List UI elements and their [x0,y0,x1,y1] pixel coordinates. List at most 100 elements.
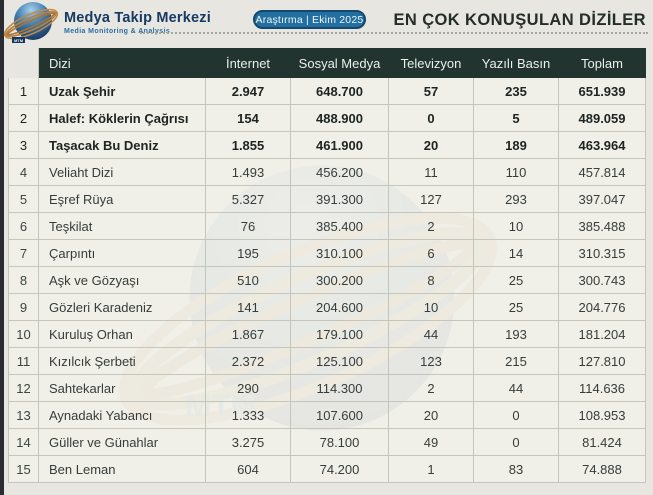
cell-television: 8 [388,266,474,294]
table-row: 14 Güller ve Günahlar 3.275 78.100 49 0 81.424 [8,428,646,456]
table-row: 8 Aşk ve Gözyaşı 510 300.200 8 25 300.743 [8,266,646,294]
cell-internet: 2.372 [205,347,291,375]
cell-total: 489.059 [558,104,646,132]
cell-series-name: Teşkilat [38,212,206,240]
brand-tagline: Media Monitoring & Analysis [64,28,171,35]
table-row: 9 Gözleri Karadeniz 141 204.600 10 25 204.776 [8,293,646,321]
cell-internet: 2.947 [205,77,291,105]
cell-internet: 290 [205,374,291,402]
cell-internet: 1.855 [205,131,291,159]
cell-total: 127.810 [558,347,646,375]
cell-total: 300.743 [558,266,646,294]
cell-total: 181.204 [558,320,646,348]
cell-social-media: 107.600 [290,401,389,429]
cell-television: 20 [388,401,474,429]
cell-print-press: 14 [473,239,559,267]
cell-television: 2 [388,374,474,402]
cell-print-press: 5 [473,104,559,132]
cell-social-media: 648.700 [290,77,389,105]
cell-internet: 1.493 [205,158,291,186]
column-header: Sosyal Medya [290,48,389,78]
cell-television: 2 [388,212,474,240]
cell-total: 74.888 [558,455,646,483]
cell-total: 114.636 [558,374,646,402]
cell-rank: 9 [8,293,39,321]
most-talked-series-table: Dizi İnternet Sosyal Medya Televizyon Yazılı… [8,48,646,483]
cell-rank: 10 [8,320,39,348]
cell-rank: 6 [8,212,39,240]
column-header: Dizi [38,48,206,78]
table-row: 5 Eşref Rüya 5.327 391.300 127 293 397.047 [8,185,646,213]
cell-print-press: 25 [473,293,559,321]
table-row: 10 Kuruluş Orhan 1.867 179.100 44 193 181.204 [8,320,646,348]
cell-social-media: 391.300 [290,185,389,213]
cell-rank: 7 [8,239,39,267]
mtm-globe-logo-icon: MTM [3,2,59,43]
cell-series-name: Çarpıntı [38,239,206,267]
cell-series-name: Halef: Köklerin Çağrısı [38,104,206,132]
cell-rank: 1 [8,77,39,105]
table-row: 15 Ben Leman 604 74.200 1 83 74.888 [8,455,646,483]
cell-total: 463.964 [558,131,646,159]
cell-social-media: 78.100 [290,428,389,456]
page-title: EN ÇOK KONUŞULAN DİZİLER [393,11,646,29]
cell-television: 6 [388,239,474,267]
cell-print-press: 0 [473,401,559,429]
cell-print-press: 293 [473,185,559,213]
cell-print-press: 44 [473,374,559,402]
cell-social-media: 125.100 [290,347,389,375]
cell-social-media: 114.300 [290,374,389,402]
cell-internet: 141 [205,293,291,321]
cell-series-name: Güller ve Günahlar [38,428,206,456]
cell-television: 49 [388,428,474,456]
table-row: 13 Aynadaki Yabancı 1.333 107.600 20 0 108.953 [8,401,646,429]
cell-social-media: 488.900 [290,104,389,132]
table-row: 3 Taşacak Bu Deniz 1.855 461.900 20 189 463.96… [8,131,646,159]
cell-television: 127 [388,185,474,213]
cell-television: 11 [388,158,474,186]
cell-internet: 1.333 [205,401,291,429]
brand-block: Medya Takip Merkezi Media Monitoring & A… [64,10,211,35]
logo-mtm-label: MTM [14,38,24,43]
cell-total: 457.814 [558,158,646,186]
cell-social-media: 456.200 [290,158,389,186]
table-row: 7 Çarpıntı 195 310.100 6 14 310.315 [8,239,646,267]
research-date-badge: Araştırma | Ekim 2025 [253,10,366,29]
cell-total: 204.776 [558,293,646,321]
table-row: 6 Teşkilat 76 385.400 2 10 385.488 [8,212,646,240]
cell-series-name: Uzak Şehir [38,77,206,105]
table-row: 4 Veliaht Dizi 1.493 456.200 11 110 457.814 [8,158,646,186]
column-header: İnternet [205,48,291,78]
cell-television: 1 [388,455,474,483]
cell-print-press: 10 [473,212,559,240]
header: MTM Medya Takip Merkezi Media Monitoring… [0,0,653,46]
brand-name: Medya Takip Merkezi [64,10,211,26]
cell-total: 385.488 [558,212,646,240]
table-row: 12 Sahtekarlar 290 114.300 2 44 114.636 [8,374,646,402]
cell-print-press: 235 [473,77,559,105]
cell-print-press: 215 [473,347,559,375]
cell-television: 57 [388,77,474,105]
cell-internet: 5.327 [205,185,291,213]
cell-rank: 2 [8,104,39,132]
cell-internet: 76 [205,212,291,240]
cell-series-name: Kuruluş Orhan [38,320,206,348]
cell-internet: 1.867 [205,320,291,348]
cell-series-name: Sahtekarlar [38,374,206,402]
cell-television: 0 [388,104,474,132]
cell-television: 10 [388,293,474,321]
cell-print-press: 189 [473,131,559,159]
cell-series-name: Ben Leman [38,455,206,483]
cell-social-media: 74.200 [290,455,389,483]
cell-rank: 4 [8,158,39,186]
table-row: 2 Halef: Köklerin Çağrısı 154 488.900 0 5 489.… [8,104,646,132]
cell-total: 310.315 [558,239,646,267]
cell-social-media: 179.100 [290,320,389,348]
cell-rank: 11 [8,347,39,375]
header-dotted-separator [140,32,648,34]
cell-total: 81.424 [558,428,646,456]
cell-series-name: Taşacak Bu Deniz [38,131,206,159]
cell-series-name: Kızılcık Şerbeti [38,347,206,375]
cell-internet: 195 [205,239,291,267]
